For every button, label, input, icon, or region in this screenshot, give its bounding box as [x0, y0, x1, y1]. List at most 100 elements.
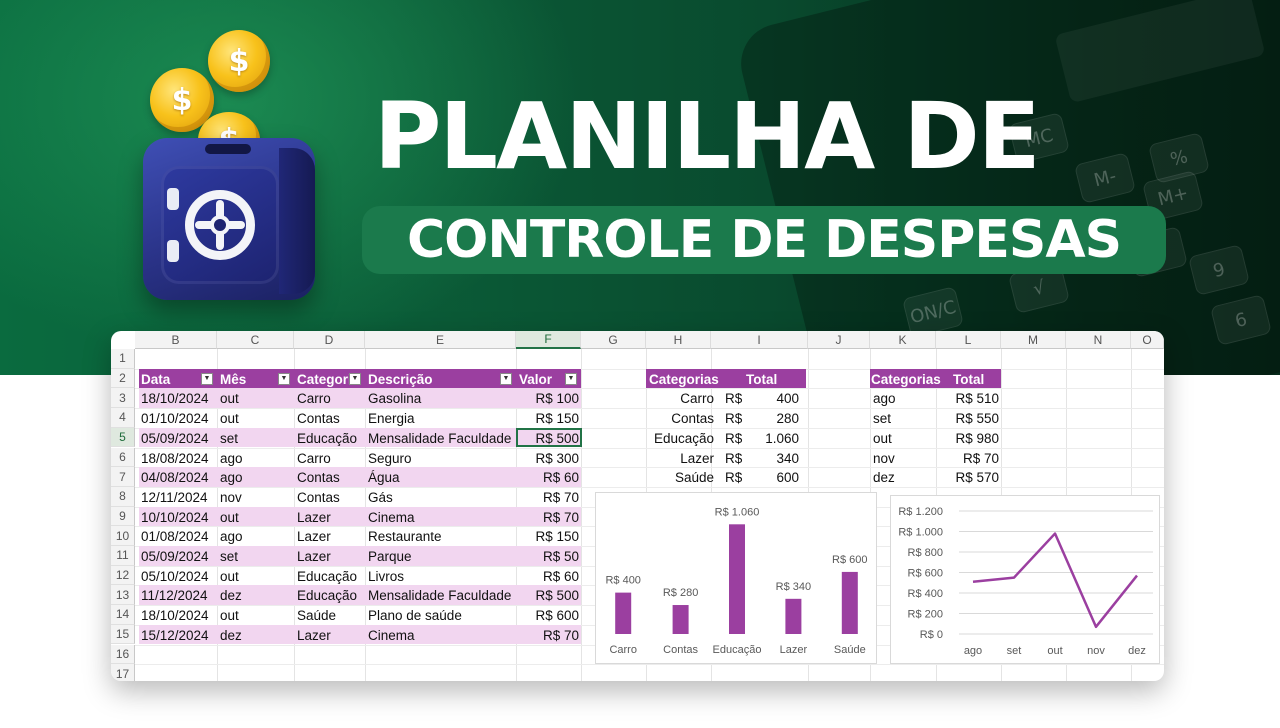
row-header-14[interactable]: 14 — [111, 605, 135, 625]
table-cell[interactable]: Água — [368, 470, 400, 486]
row-header-12[interactable]: 12 — [111, 565, 135, 586]
row-header-17[interactable]: 17 — [111, 664, 135, 681]
row-header-6[interactable]: 6 — [111, 447, 135, 468]
filter-dropdown-icon[interactable]: ▼ — [349, 372, 361, 385]
row-header-5[interactable]: 5 — [111, 427, 135, 448]
table-cell[interactable]: 400 — [776, 391, 799, 407]
table-cell[interactable]: out — [220, 391, 239, 407]
table-cell[interactable]: 10/10/2024 — [141, 509, 209, 525]
table-cell[interactable]: Cinema — [368, 509, 415, 525]
monthly-line-chart[interactable]: R$ 0 R$ 200 R$ 400 R$ 600 R$ 800 R$ 1.000 R$ 1… — [890, 495, 1160, 664]
table-cell[interactable]: Restaurante — [368, 529, 442, 545]
table-cell[interactable]: Gasolina — [368, 391, 422, 407]
table-cell[interactable]: R$ — [725, 470, 743, 486]
table-cell[interactable]: R$ 70 — [542, 489, 579, 505]
category-bar-chart[interactable]: R$ 400 Carro R$ 280 Contas R$ 1.060 Educação R… — [595, 492, 877, 664]
table-cell[interactable]: out — [220, 568, 239, 584]
table-cell[interactable]: nov — [220, 489, 242, 505]
table-cell[interactable]: R$ 300 — [535, 450, 579, 466]
table-cell[interactable]: nov — [873, 450, 895, 466]
table-cell[interactable]: ago — [220, 470, 243, 486]
table-cell[interactable]: Cinema — [368, 627, 415, 643]
table-cell[interactable]: Lazer — [297, 529, 331, 545]
table-cell[interactable]: Livros — [368, 568, 405, 584]
table-cell[interactable]: Educação — [297, 588, 358, 604]
column-header-i[interactable]: I — [711, 331, 808, 349]
column-header-j[interactable]: J — [808, 331, 870, 349]
column-header-m[interactable]: M — [1001, 331, 1066, 349]
row-header-3[interactable]: 3 — [111, 388, 135, 409]
table-cell[interactable]: R$ 600 — [535, 608, 579, 624]
table-cell[interactable]: R$ 150 — [535, 529, 579, 545]
filter-dropdown-icon[interactable]: ▼ — [500, 372, 512, 385]
filter-dropdown-icon[interactable]: ▼ — [201, 372, 213, 385]
column-header-o[interactable]: O — [1131, 331, 1164, 349]
table-cell[interactable]: set — [873, 411, 892, 427]
table-cell[interactable]: 18/10/2024 — [141, 608, 209, 624]
table-cell[interactable]: R$ 500 — [535, 430, 579, 446]
column-header-f[interactable]: F — [516, 331, 581, 349]
table-cell[interactable]: 12/11/2024 — [141, 489, 208, 505]
column-header-n[interactable]: N — [1066, 331, 1131, 349]
row-header-15[interactable]: 15 — [111, 624, 135, 645]
table-cell[interactable]: Lazer — [297, 549, 331, 564]
column-header-b[interactable]: B — [135, 331, 217, 349]
table-cell[interactable]: R$ 570 — [955, 470, 999, 486]
row-header-2[interactable]: 2 — [111, 368, 135, 389]
table-cell[interactable]: dez — [220, 588, 242, 604]
table-cell[interactable]: Carro — [297, 391, 331, 407]
row-header-13[interactable]: 13 — [111, 585, 135, 606]
table-cell[interactable]: Energia — [368, 411, 415, 427]
table-cell[interactable]: Contas — [297, 411, 340, 427]
table-cell[interactable]: R$ 70 — [542, 627, 579, 643]
table-cell[interactable]: R$ 60 — [542, 568, 579, 584]
table-cell[interactable]: 01/10/2024 — [141, 411, 209, 427]
table-cell[interactable]: 340 — [776, 450, 799, 466]
table-cell[interactable]: Lazer — [297, 627, 331, 643]
table-cell[interactable]: set — [220, 549, 239, 564]
table-cell[interactable]: 1.060 — [765, 430, 799, 446]
table-cell[interactable]: ago — [220, 450, 243, 466]
table-cell[interactable]: Contas — [297, 470, 340, 486]
table-cell[interactable]: out — [220, 411, 239, 427]
column-header-g[interactable]: G — [581, 331, 646, 349]
table-cell[interactable]: ago — [220, 529, 243, 545]
table-cell[interactable]: R$ 550 — [955, 411, 999, 427]
row-header-4[interactable]: 4 — [111, 408, 135, 428]
table-cell[interactable]: Seguro — [368, 450, 412, 466]
table-cell[interactable]: 01/08/2024 — [141, 529, 209, 545]
row-header-16[interactable]: 16 — [111, 644, 135, 665]
table-cell[interactable]: 18/08/2024 — [141, 450, 209, 466]
table-cell[interactable]: 05/09/2024 — [141, 549, 209, 564]
table-cell[interactable]: Plano de saúde — [368, 608, 462, 624]
table-cell[interactable]: 11/12/2024 — [141, 588, 208, 604]
table-cell[interactable]: Saúde — [674, 470, 714, 486]
row-header-9[interactable]: 9 — [111, 506, 135, 527]
filter-dropdown-icon[interactable]: ▼ — [278, 372, 290, 385]
column-header-e[interactable]: E — [365, 331, 516, 349]
table-cell[interactable]: Contas — [297, 489, 340, 505]
table-cell[interactable]: R$ 510 — [955, 391, 999, 407]
table-cell[interactable]: R$ — [725, 430, 743, 446]
table-cell[interactable]: out — [220, 608, 239, 624]
filter-dropdown-icon[interactable]: ▼ — [565, 372, 577, 385]
table-cell[interactable]: out — [220, 509, 239, 525]
table-cell[interactable]: out — [873, 430, 892, 446]
table-cell[interactable]: R$ 500 — [535, 588, 579, 604]
table-cell[interactable]: Saúde — [297, 608, 337, 624]
table-cell[interactable]: 15/12/2024 — [141, 627, 209, 643]
table-cell[interactable]: dez — [873, 470, 895, 486]
table-cell[interactable]: Educação — [297, 430, 358, 446]
table-cell[interactable]: R$ 150 — [535, 411, 579, 427]
table-cell[interactable]: Educação — [653, 430, 714, 446]
row-header-10[interactable]: 10 — [111, 526, 135, 546]
table-cell[interactable]: Parque — [368, 549, 412, 564]
table-cell[interactable]: 05/09/2024 — [141, 430, 209, 446]
column-header-l[interactable]: L — [936, 331, 1001, 349]
table-cell[interactable]: R$ — [725, 450, 743, 466]
table-cell[interactable]: 04/08/2024 — [141, 470, 209, 486]
table-cell[interactable]: set — [220, 430, 239, 446]
table-cell[interactable]: Mensalidade Faculdade — [368, 430, 512, 446]
table-cell[interactable]: 280 — [776, 411, 799, 427]
table-cell[interactable]: Contas — [671, 411, 714, 427]
